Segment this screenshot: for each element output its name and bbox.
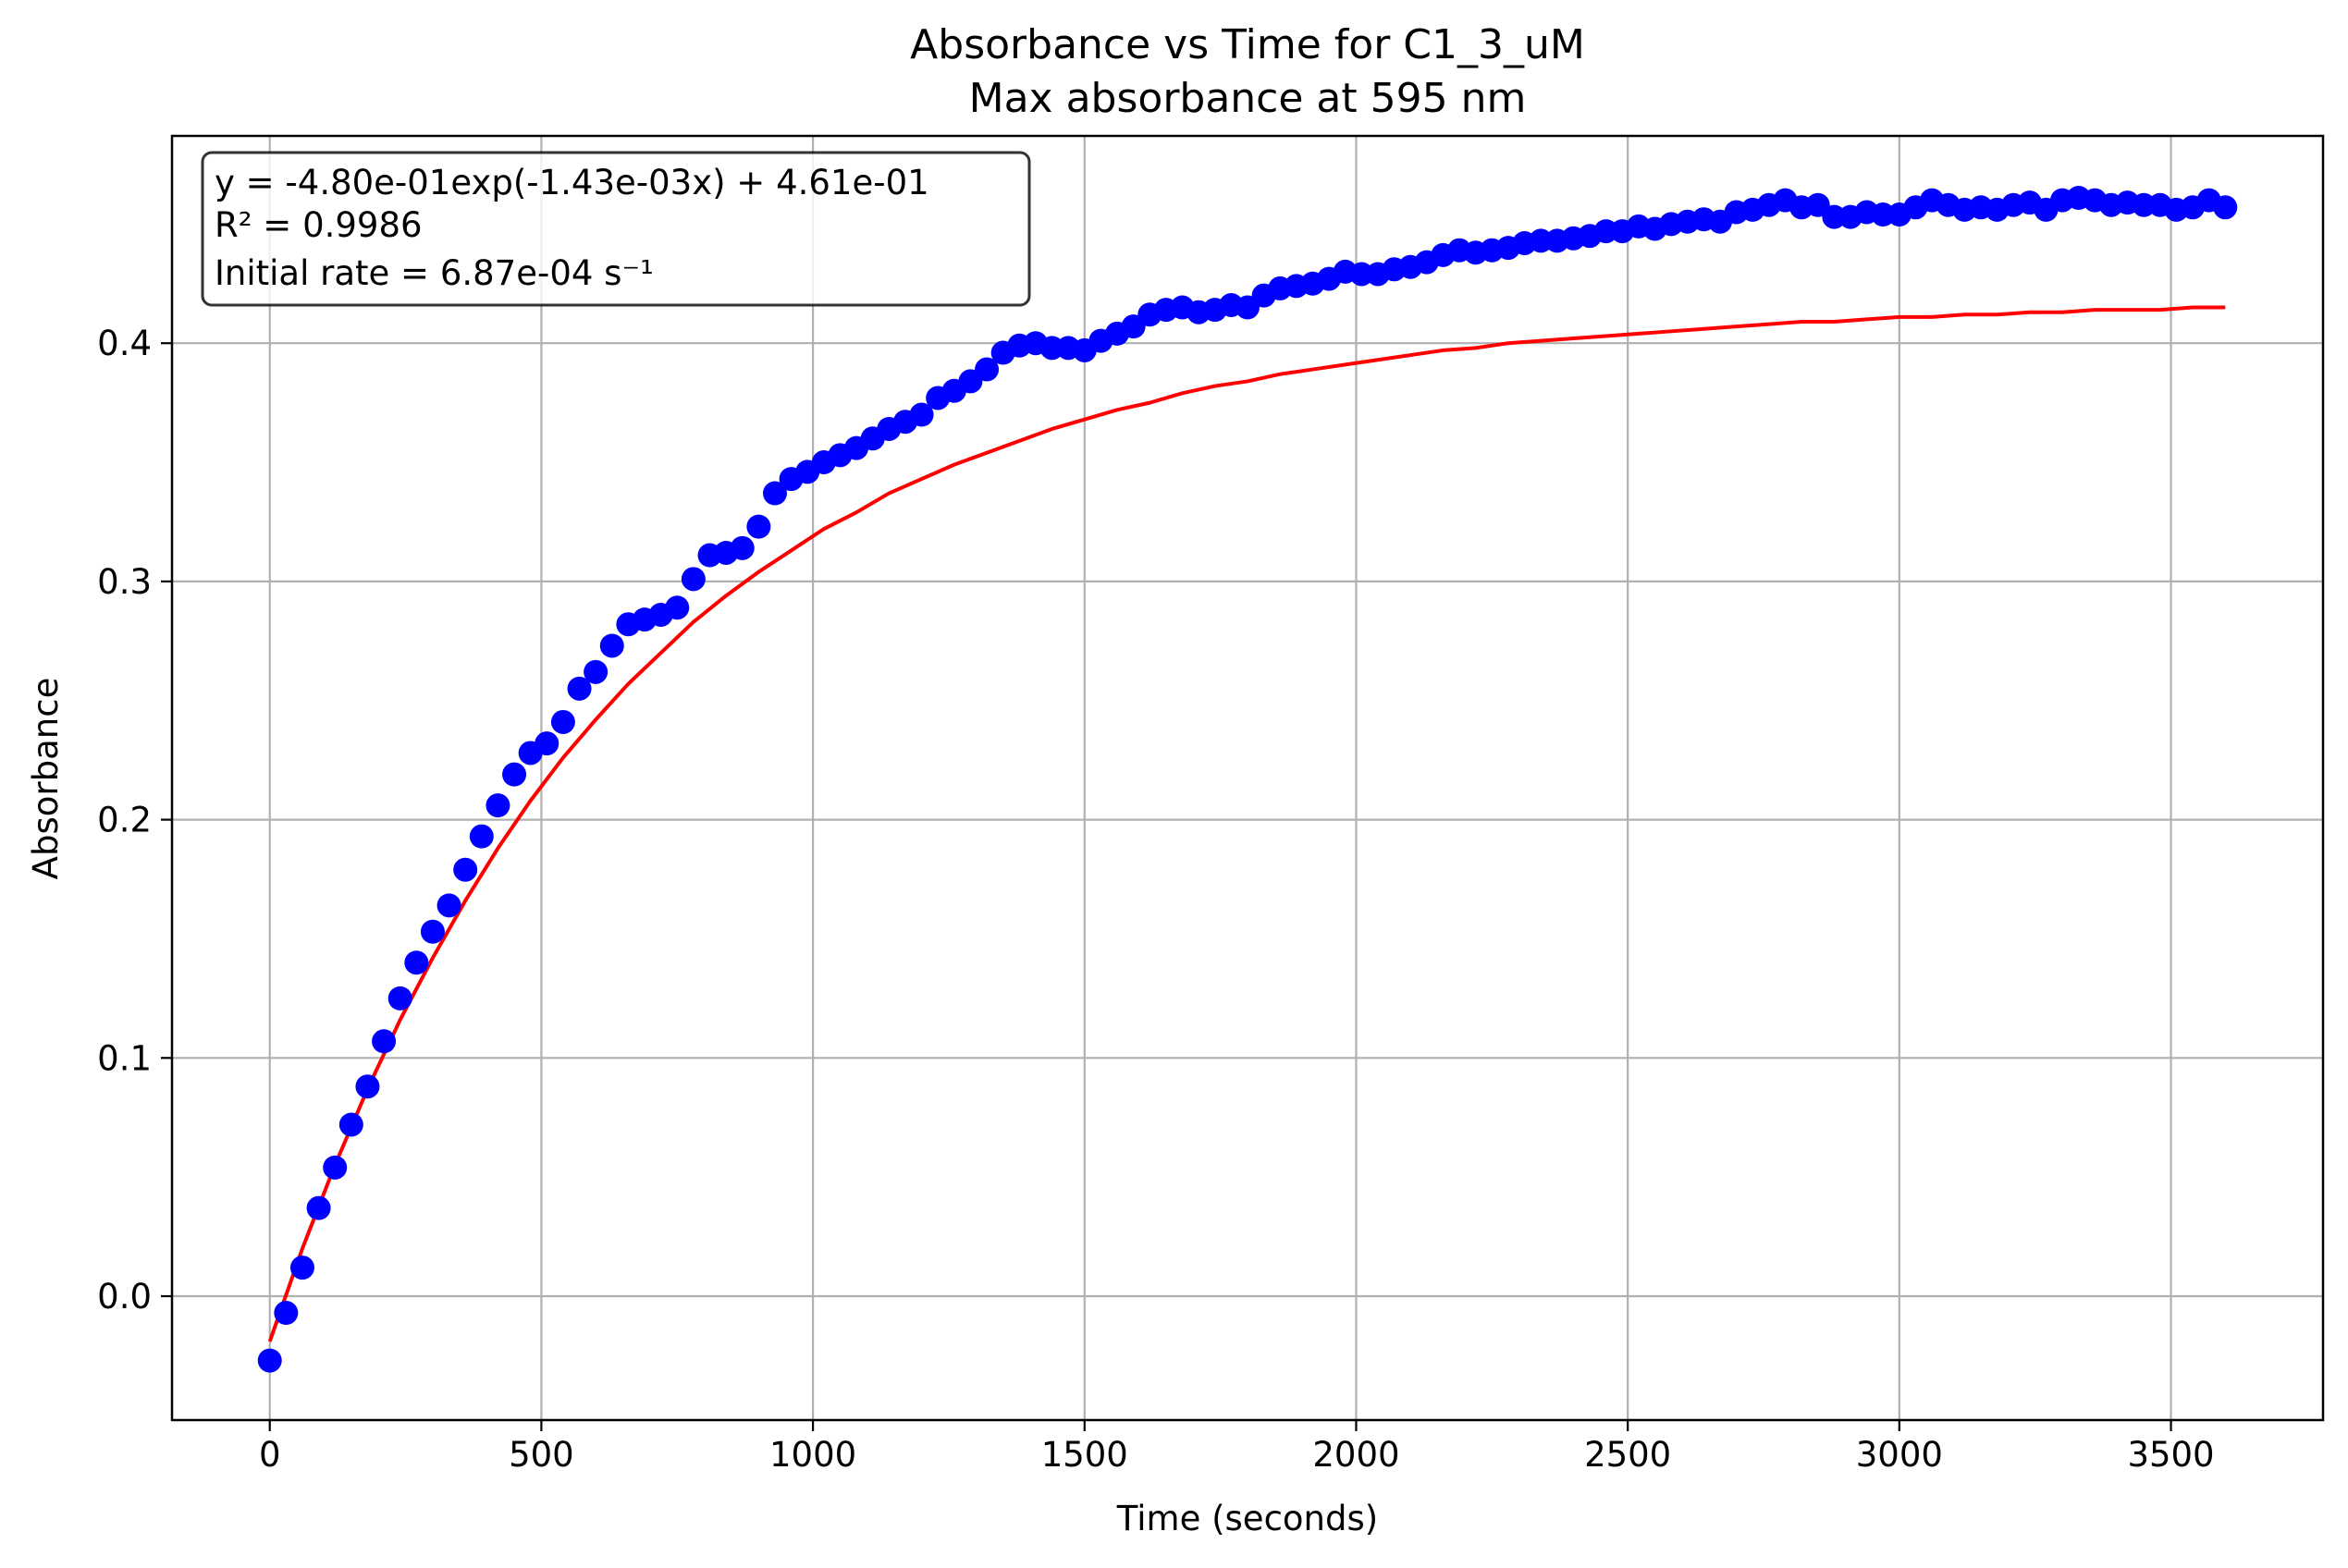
fit-annotation-box: y = -4.80e-01exp(-1.43e-03x) + 4.61e-01 … xyxy=(201,151,1031,307)
x-tick-label: 1500 xyxy=(1041,1435,1128,1475)
data-point xyxy=(975,357,1000,382)
annotation-frame xyxy=(201,151,1031,307)
x-tick-label: 1000 xyxy=(769,1435,856,1475)
x-axis-label: Time (seconds) xyxy=(1116,1499,1378,1538)
y-axis-label: Absorbance xyxy=(26,678,66,880)
y-tick-label: 0.1 xyxy=(97,1038,152,1078)
data-point xyxy=(486,793,510,818)
scatter-points xyxy=(257,186,2238,1373)
annotation-equation: y = -4.80e-01exp(-1.43e-03x) + 4.61e-01 xyxy=(215,163,929,202)
data-point xyxy=(502,762,527,787)
data-point xyxy=(372,1029,397,1054)
data-point xyxy=(550,709,575,734)
data-point xyxy=(665,595,690,620)
x-tick-label: 2000 xyxy=(1312,1435,1399,1475)
data-point xyxy=(257,1348,282,1373)
x-tick-label: 3000 xyxy=(1856,1435,1943,1475)
data-point xyxy=(338,1112,363,1137)
axis-ticks: 0 500 1000 1500 2000 2500 3000 3500 0.0 0.1 0.2 0.3… xyxy=(97,324,2214,1475)
plot-area-frame xyxy=(170,134,2325,1422)
data-point xyxy=(535,731,559,756)
x-tick-label: 500 xyxy=(509,1435,574,1475)
data-point xyxy=(2213,195,2238,220)
x-tick-label: 2500 xyxy=(1584,1435,1671,1475)
data-point xyxy=(909,402,934,427)
fit-line-layer xyxy=(267,305,2226,1342)
chart-subtitle: Max absorbance at 595 nm xyxy=(969,75,1527,122)
data-point xyxy=(355,1074,380,1099)
data-point xyxy=(567,676,592,701)
data-point xyxy=(584,659,609,684)
y-tick-label: 0.3 xyxy=(97,562,152,602)
data-point xyxy=(387,986,412,1011)
data-point xyxy=(289,1256,314,1280)
fit-line xyxy=(267,305,2226,1342)
y-tick-label: 0.4 xyxy=(97,324,152,363)
annotation-initial-rate: Initial rate = 6.87e-04 s⁻¹ xyxy=(215,253,654,293)
y-tick-label: 0.2 xyxy=(97,801,152,840)
chart-title: Absorbance vs Time for C1_3_uM xyxy=(910,21,1585,68)
data-point xyxy=(436,893,461,918)
annotation-r-squared: R² = 0.9986 xyxy=(215,205,423,245)
data-point xyxy=(306,1195,331,1220)
data-point xyxy=(730,535,755,560)
data-point xyxy=(469,824,494,849)
data-point xyxy=(599,633,624,658)
data-point xyxy=(762,481,787,506)
data-point xyxy=(453,857,478,882)
data-point xyxy=(323,1155,348,1180)
data-point xyxy=(420,919,445,944)
data-point xyxy=(404,950,429,975)
grid xyxy=(172,136,2323,1420)
data-point xyxy=(274,1301,299,1326)
data-point xyxy=(746,514,771,539)
y-tick-label: 0.0 xyxy=(97,1277,152,1317)
data-point xyxy=(681,567,706,592)
x-tick-label: 3500 xyxy=(2127,1435,2214,1475)
x-tick-label: 0 xyxy=(259,1435,281,1475)
